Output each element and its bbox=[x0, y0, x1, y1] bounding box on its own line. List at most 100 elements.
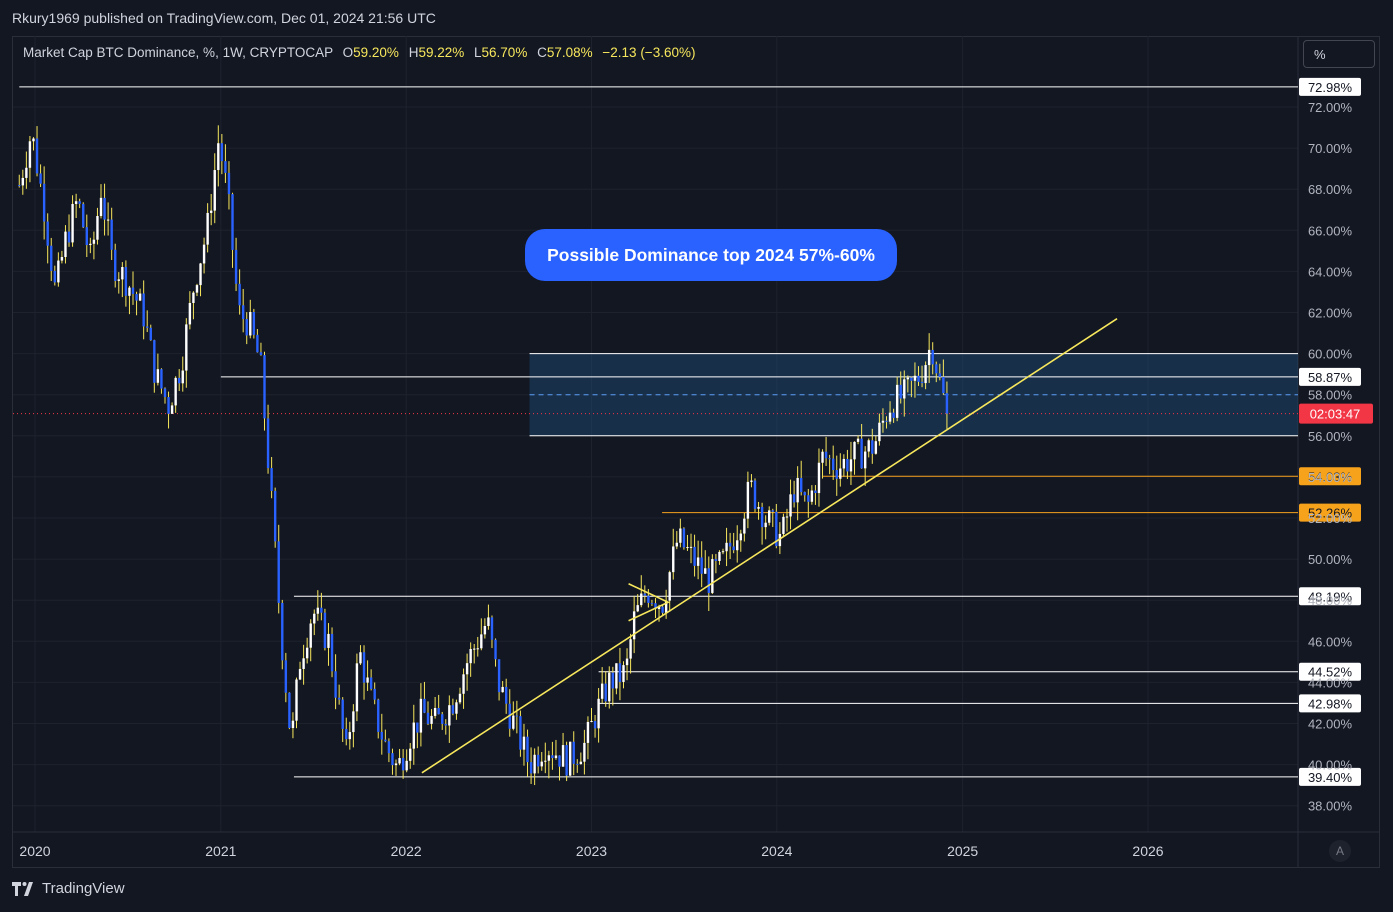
candle-body bbox=[327, 633, 330, 648]
y-tick-label: 42.00% bbox=[1308, 717, 1353, 732]
candle-body bbox=[480, 634, 483, 649]
candle-body bbox=[785, 516, 789, 518]
candle-body bbox=[643, 593, 647, 596]
candle-body bbox=[682, 528, 686, 548]
brand-name: TradingView bbox=[42, 880, 125, 897]
candle-body bbox=[608, 672, 611, 702]
tradingview-logo[interactable]: TradingView bbox=[12, 880, 125, 897]
candle-body bbox=[252, 312, 256, 335]
candle-body bbox=[615, 663, 618, 689]
zone-box bbox=[529, 353, 1298, 436]
candle-body bbox=[668, 572, 671, 601]
candle-body bbox=[121, 267, 124, 280]
candle-body bbox=[924, 365, 927, 384]
y-tick-label: 58.00% bbox=[1308, 388, 1353, 403]
candle-body bbox=[465, 663, 469, 675]
chart-pane[interactable] bbox=[12, 36, 1380, 868]
level-label-bg bbox=[1299, 503, 1361, 522]
candle-body bbox=[377, 699, 380, 732]
candle-body bbox=[444, 723, 447, 726]
candle-body bbox=[170, 405, 174, 414]
candle-body bbox=[430, 715, 433, 724]
candle-body bbox=[874, 441, 878, 454]
level-label: 58.87% bbox=[1308, 370, 1353, 385]
level-label: 54.03% bbox=[1308, 469, 1353, 484]
candle-body bbox=[927, 349, 931, 366]
candle-body bbox=[106, 219, 110, 221]
candle-body bbox=[810, 490, 814, 502]
annotation-bubble bbox=[525, 229, 897, 281]
candle-body bbox=[323, 612, 327, 648]
level-label-bg bbox=[1299, 767, 1361, 786]
candle-body bbox=[476, 648, 479, 650]
candle-body bbox=[807, 495, 810, 502]
candle-body bbox=[316, 607, 320, 614]
candle-body bbox=[313, 613, 316, 624]
candle-body bbox=[473, 648, 476, 650]
level-label: 39.40% bbox=[1308, 770, 1353, 785]
candle-body bbox=[796, 477, 799, 503]
candle-body bbox=[878, 422, 881, 442]
auto-scale-button[interactable]: A bbox=[1329, 840, 1351, 862]
candle-body bbox=[25, 167, 28, 178]
candle-body bbox=[448, 705, 451, 726]
candle-body bbox=[707, 568, 710, 593]
candle-body bbox=[942, 376, 945, 394]
y-tick-label: 66.00% bbox=[1308, 223, 1353, 238]
level-label: 42.98% bbox=[1308, 696, 1353, 711]
candle-body bbox=[110, 219, 113, 250]
y-tick-label: 70.00% bbox=[1308, 141, 1353, 156]
candle-body bbox=[352, 711, 355, 733]
candle-body bbox=[270, 468, 273, 491]
candle-body bbox=[750, 480, 753, 482]
candle-body bbox=[689, 546, 693, 548]
candle-body bbox=[384, 739, 387, 742]
candle-body bbox=[405, 760, 408, 771]
candle-body bbox=[302, 658, 305, 669]
candle-body bbox=[355, 663, 359, 712]
candle-body bbox=[416, 722, 419, 733]
candle-body bbox=[213, 170, 216, 211]
time-axis: 2020 2021 2022 2023 2024 2025 2026 bbox=[19, 843, 1163, 859]
candle-body bbox=[497, 659, 501, 693]
candle-body bbox=[199, 263, 202, 286]
candles bbox=[18, 125, 949, 786]
candle-body bbox=[586, 721, 590, 743]
low-value: 56.70% bbox=[481, 45, 528, 60]
candle-body bbox=[672, 546, 675, 573]
candle-body bbox=[856, 438, 860, 442]
candle-body bbox=[636, 605, 639, 612]
percent-scale-button[interactable]: % bbox=[1303, 40, 1375, 68]
candle-body bbox=[519, 716, 522, 750]
candle-body bbox=[572, 741, 575, 764]
candle-body bbox=[451, 705, 455, 714]
candle-body bbox=[792, 494, 796, 503]
candle-body bbox=[298, 668, 302, 680]
candle-body bbox=[103, 197, 106, 220]
change-value: −2.13 (−3.60%) bbox=[602, 45, 696, 60]
candle-body bbox=[220, 143, 224, 162]
candle-body bbox=[114, 249, 117, 281]
trendline bbox=[421, 317, 1118, 774]
tradingview-logo-icon bbox=[12, 881, 33, 896]
candle-body bbox=[867, 440, 870, 452]
candle-body bbox=[362, 652, 366, 683]
candle-body bbox=[597, 698, 600, 729]
candle-body bbox=[515, 715, 519, 717]
candle-body bbox=[675, 542, 679, 547]
candle-body bbox=[35, 138, 39, 174]
y-tick-label: 46.00% bbox=[1308, 634, 1353, 649]
candle-body bbox=[28, 141, 32, 168]
candle-body bbox=[202, 244, 206, 264]
candle-body bbox=[753, 480, 757, 509]
candle-body bbox=[704, 568, 707, 574]
candle-body bbox=[195, 285, 199, 293]
candle-body bbox=[938, 373, 942, 377]
candle-body bbox=[309, 623, 312, 648]
candle-body bbox=[320, 607, 323, 613]
candle-body bbox=[728, 542, 732, 547]
ohlc-legend: Market Cap BTC Dominance, %, 1W, CRYPTOC… bbox=[23, 45, 695, 60]
candle-body bbox=[50, 245, 53, 271]
candle-body bbox=[18, 185, 21, 187]
